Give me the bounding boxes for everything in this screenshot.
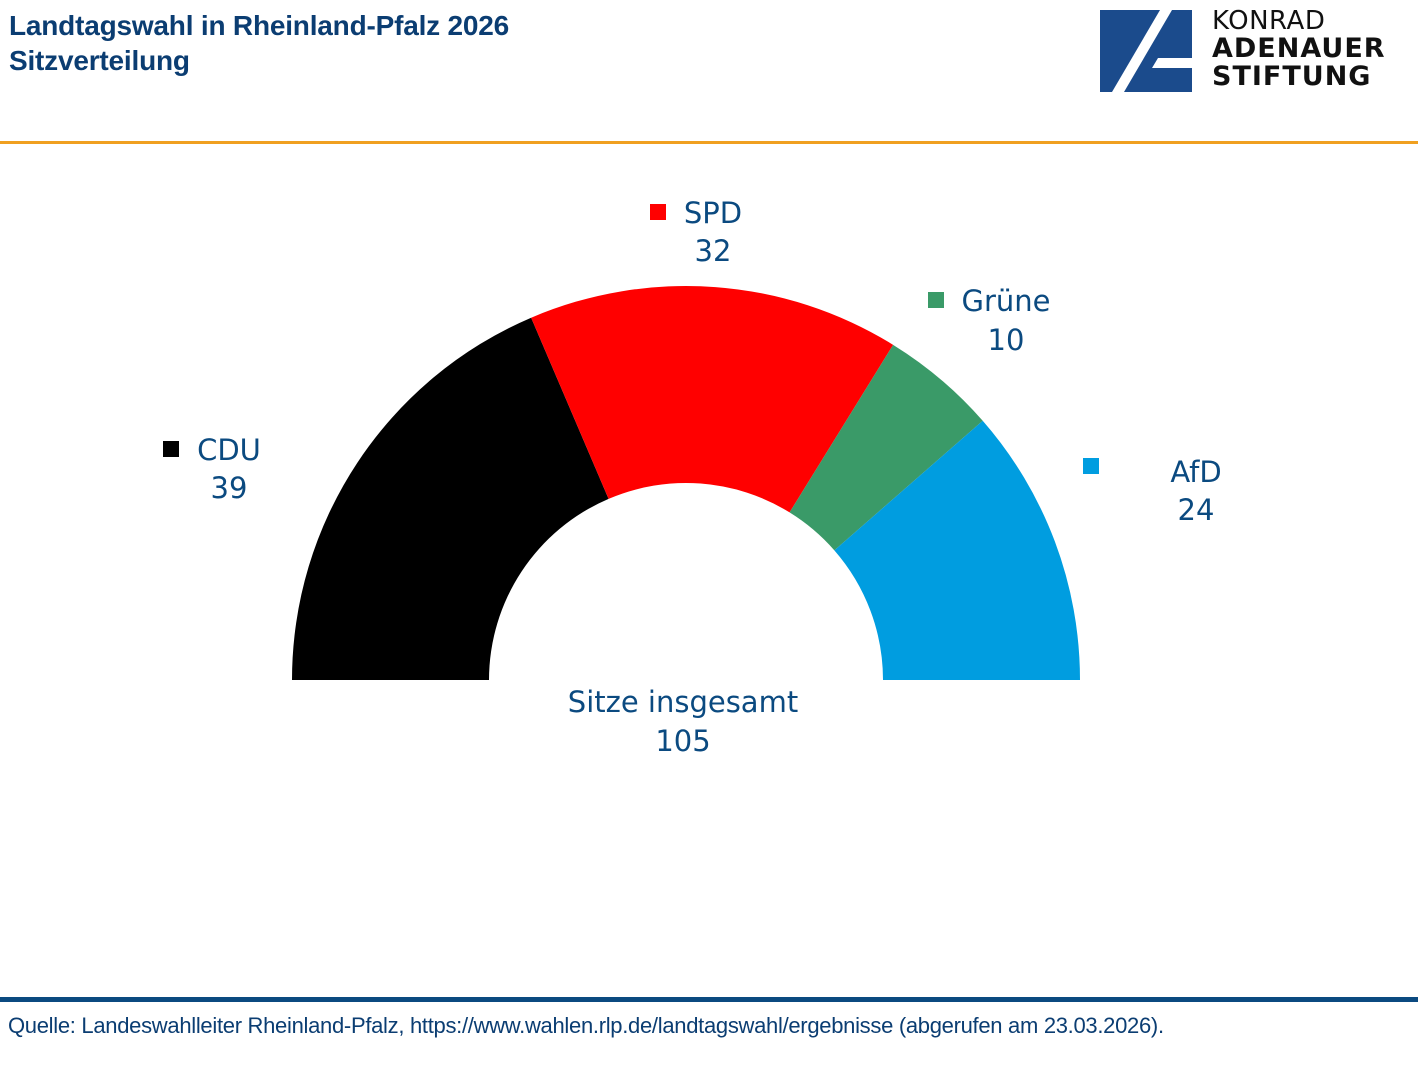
legend-swatch-cdu: [163, 441, 179, 457]
total-value: 105: [655, 724, 710, 758]
label-seats: 10: [988, 323, 1025, 357]
seat-chart: CDU 39 SPD 32 Grüne 10 AfD 24 Sitze insgesamt 1…: [163, 196, 1222, 758]
source-note: Quelle: Landeswahlleiter Rheinland-Pfalz…: [8, 1013, 1164, 1038]
label-party: AfD: [1170, 455, 1221, 489]
logo-line-3: STIFTUNG: [1212, 61, 1372, 92]
logo-line-1: KONRAD: [1212, 6, 1326, 36]
segment-grne: [789, 344, 983, 551]
kas-logo: KONRAD ADENAUER STIFTUNG: [1100, 7, 1410, 94]
label-seats: 39: [211, 471, 248, 505]
label-party: CDU: [197, 433, 261, 467]
legend-swatch-grne: [928, 292, 944, 308]
header-divider: [0, 141, 1418, 144]
segment-spd: [531, 286, 894, 513]
title-line-1: Landtagswahl in Rheinland-Pfalz 2026: [9, 10, 510, 41]
logo-mark-icon: [1100, 10, 1192, 92]
title-line-2: Sitzverteilung: [9, 45, 190, 76]
footer-divider: [0, 997, 1418, 1002]
logo-text: KONRAD ADENAUER STIFTUNG: [1212, 7, 1386, 91]
label-party: SPD: [684, 196, 742, 230]
label-seats: 32: [695, 234, 732, 268]
label-seats: 24: [1178, 493, 1215, 527]
segment-cdu: [292, 317, 609, 680]
legend-swatch-afd: [1083, 458, 1099, 474]
logo-line-2: ADENAUER: [1212, 33, 1386, 64]
chart-title: Landtagswahl in Rheinland-Pfalz 2026 Sit…: [9, 8, 509, 78]
legend-swatch-spd: [650, 204, 666, 220]
label-party: Grüne: [962, 284, 1051, 318]
total-label: Sitze insgesamt: [568, 685, 798, 719]
segment-afd: [834, 420, 1080, 680]
